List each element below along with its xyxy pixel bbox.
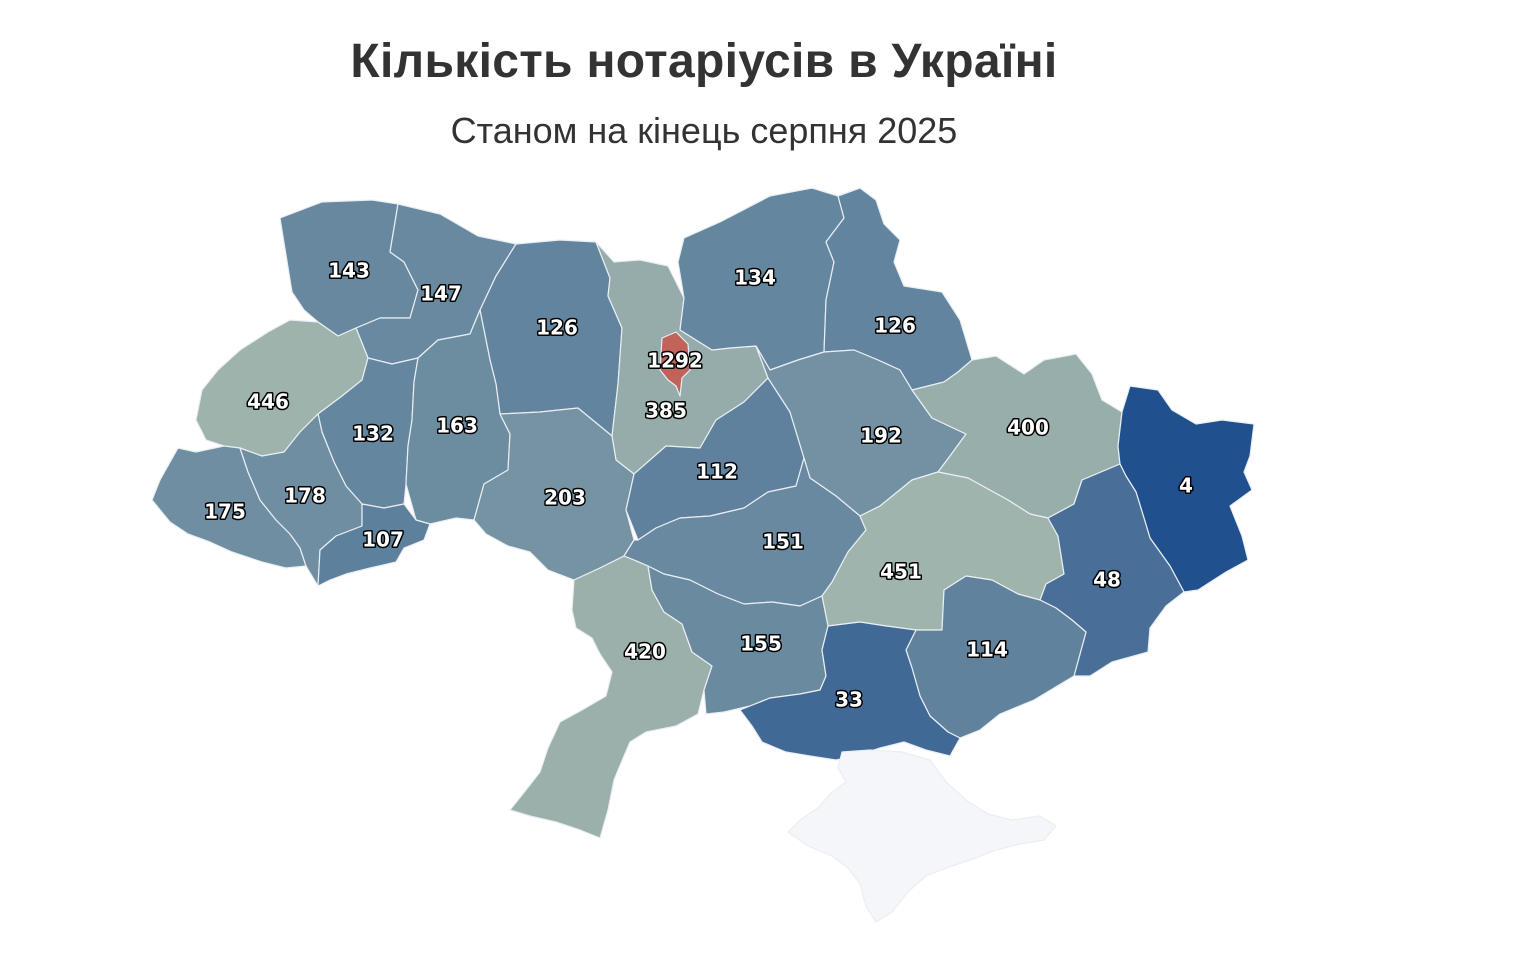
- region-crimea: [787, 749, 1057, 923]
- label-kirovohrad: 151: [762, 530, 804, 554]
- label-mykolaiv: 155: [740, 632, 782, 656]
- label-poltava: 192: [860, 424, 902, 448]
- label-luhansk: 4: [1179, 474, 1193, 498]
- region-kyiv-city[interactable]: [659, 331, 691, 397]
- map-subtitle: Станом на кінець серпня 2025: [450, 110, 958, 151]
- label-odesa: 420: [624, 640, 666, 664]
- label-donetsk: 48: [1093, 568, 1121, 592]
- region-chernivtsi[interactable]: [317, 503, 431, 587]
- label-sumy: 126: [874, 314, 916, 338]
- label-rivne: 147: [420, 282, 462, 306]
- label-kyiv-city: 1292: [647, 349, 703, 373]
- label-dnipropetrovsk: 451: [880, 560, 922, 584]
- label-chernihiv: 134: [734, 266, 776, 290]
- label-volyn: 143: [328, 259, 370, 283]
- label-chernivtsi: 107: [362, 528, 404, 552]
- label-kharkiv: 400: [1007, 416, 1049, 440]
- label-zhytomyr: 126: [536, 316, 578, 340]
- label-ternopil: 132: [352, 422, 394, 446]
- map-title: Кількість нотаріусів в Україні: [350, 35, 1058, 88]
- label-kyiv-oblast: 385: [645, 399, 687, 423]
- label-kherson: 33: [835, 688, 863, 712]
- label-zaporizhzhia: 114: [966, 638, 1008, 662]
- label-khmelnytskyi: 163: [436, 414, 478, 438]
- label-cherkasy: 112: [696, 460, 738, 484]
- label-lviv: 446: [247, 390, 289, 414]
- label-vinnytsia: 203: [544, 486, 586, 510]
- label-zakarpattia: 175: [204, 500, 246, 524]
- label-ivano-frankivsk: 178: [284, 484, 326, 508]
